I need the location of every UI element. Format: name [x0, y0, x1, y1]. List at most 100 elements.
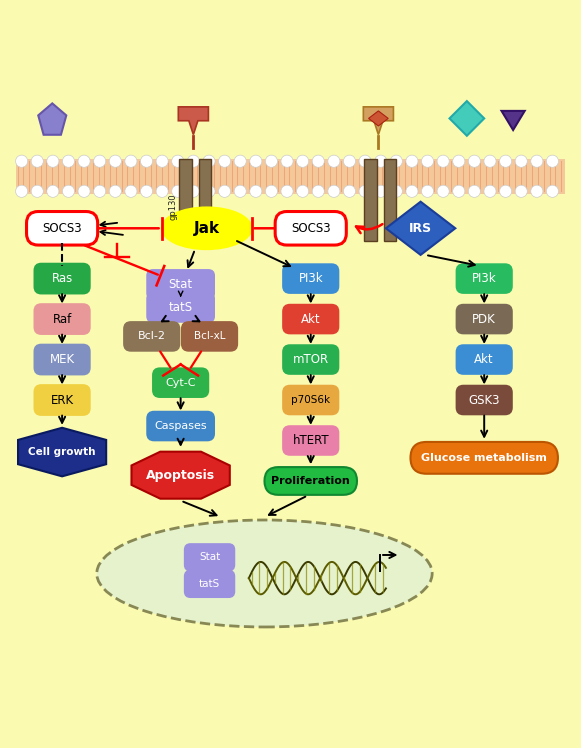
Circle shape: [546, 186, 558, 197]
Circle shape: [141, 186, 153, 197]
Circle shape: [484, 186, 496, 197]
Text: Stat: Stat: [199, 552, 220, 562]
Circle shape: [234, 155, 246, 168]
Circle shape: [187, 186, 199, 197]
FancyBboxPatch shape: [411, 442, 558, 473]
FancyBboxPatch shape: [179, 159, 192, 241]
Text: Akt: Akt: [301, 313, 321, 325]
Text: p70S6k: p70S6k: [291, 395, 331, 405]
Polygon shape: [178, 107, 209, 135]
Polygon shape: [450, 101, 484, 136]
Circle shape: [141, 155, 153, 168]
FancyBboxPatch shape: [147, 411, 214, 441]
Circle shape: [171, 155, 184, 168]
Text: MEK: MEK: [49, 353, 75, 366]
Text: gp130: gp130: [168, 193, 178, 220]
FancyBboxPatch shape: [364, 159, 376, 241]
FancyBboxPatch shape: [457, 304, 512, 334]
Circle shape: [515, 186, 528, 197]
Circle shape: [266, 186, 278, 197]
FancyBboxPatch shape: [275, 212, 346, 245]
Circle shape: [390, 155, 403, 168]
FancyBboxPatch shape: [283, 426, 339, 455]
Circle shape: [109, 186, 121, 197]
Polygon shape: [131, 452, 229, 499]
Text: Ras: Ras: [52, 272, 73, 285]
Text: Bcl-xL: Bcl-xL: [194, 331, 225, 341]
Circle shape: [250, 155, 262, 168]
Circle shape: [312, 186, 324, 197]
Circle shape: [203, 155, 215, 168]
Polygon shape: [386, 202, 456, 255]
Circle shape: [281, 186, 293, 197]
Text: ERK: ERK: [51, 393, 74, 406]
Circle shape: [468, 155, 480, 168]
FancyBboxPatch shape: [457, 385, 512, 414]
Circle shape: [343, 155, 356, 168]
Circle shape: [406, 186, 418, 197]
Circle shape: [531, 155, 543, 168]
Circle shape: [468, 186, 480, 197]
FancyBboxPatch shape: [264, 467, 357, 495]
FancyBboxPatch shape: [34, 263, 90, 294]
Text: Raf: Raf: [52, 313, 71, 325]
Circle shape: [515, 155, 528, 168]
Circle shape: [406, 155, 418, 168]
Circle shape: [218, 155, 231, 168]
Circle shape: [359, 186, 371, 197]
Bar: [16, 159, 565, 194]
Circle shape: [218, 186, 231, 197]
Text: SOCS3: SOCS3: [42, 222, 82, 235]
FancyBboxPatch shape: [283, 304, 339, 334]
Ellipse shape: [97, 520, 432, 627]
Circle shape: [375, 155, 387, 168]
Circle shape: [16, 186, 28, 197]
Text: PDK: PDK: [472, 313, 496, 325]
Circle shape: [47, 186, 59, 197]
Text: Jak: Jak: [193, 221, 220, 236]
Circle shape: [187, 155, 199, 168]
Circle shape: [328, 155, 340, 168]
Circle shape: [171, 186, 184, 197]
Text: Stat: Stat: [168, 278, 193, 291]
Circle shape: [62, 186, 74, 197]
Circle shape: [62, 155, 74, 168]
FancyBboxPatch shape: [34, 345, 90, 375]
Circle shape: [296, 155, 309, 168]
Circle shape: [421, 186, 433, 197]
Circle shape: [78, 186, 90, 197]
Circle shape: [453, 155, 465, 168]
Circle shape: [109, 155, 121, 168]
Text: Akt: Akt: [475, 353, 494, 366]
Circle shape: [359, 155, 371, 168]
Circle shape: [125, 186, 137, 197]
Circle shape: [156, 186, 168, 197]
FancyBboxPatch shape: [153, 368, 209, 397]
FancyBboxPatch shape: [27, 212, 98, 245]
FancyBboxPatch shape: [457, 264, 512, 293]
Text: IRS: IRS: [409, 222, 432, 235]
Circle shape: [266, 155, 278, 168]
FancyBboxPatch shape: [34, 385, 90, 415]
Text: tatS: tatS: [168, 301, 193, 314]
FancyBboxPatch shape: [457, 345, 512, 374]
Text: PI3k: PI3k: [472, 272, 497, 285]
Text: Cell growth: Cell growth: [28, 447, 96, 457]
Circle shape: [16, 155, 28, 168]
Polygon shape: [501, 111, 525, 130]
Circle shape: [328, 186, 340, 197]
Text: Glucose metabolism: Glucose metabolism: [421, 453, 547, 463]
Circle shape: [500, 155, 512, 168]
Text: Apoptosis: Apoptosis: [146, 469, 215, 482]
FancyBboxPatch shape: [283, 345, 339, 374]
FancyBboxPatch shape: [283, 385, 339, 414]
Circle shape: [78, 155, 90, 168]
Circle shape: [312, 155, 324, 168]
Circle shape: [94, 155, 106, 168]
Text: Caspases: Caspases: [155, 421, 207, 431]
Circle shape: [281, 155, 293, 168]
Circle shape: [500, 186, 512, 197]
Text: hTERT: hTERT: [292, 434, 329, 447]
Circle shape: [343, 186, 356, 197]
FancyBboxPatch shape: [283, 264, 339, 293]
